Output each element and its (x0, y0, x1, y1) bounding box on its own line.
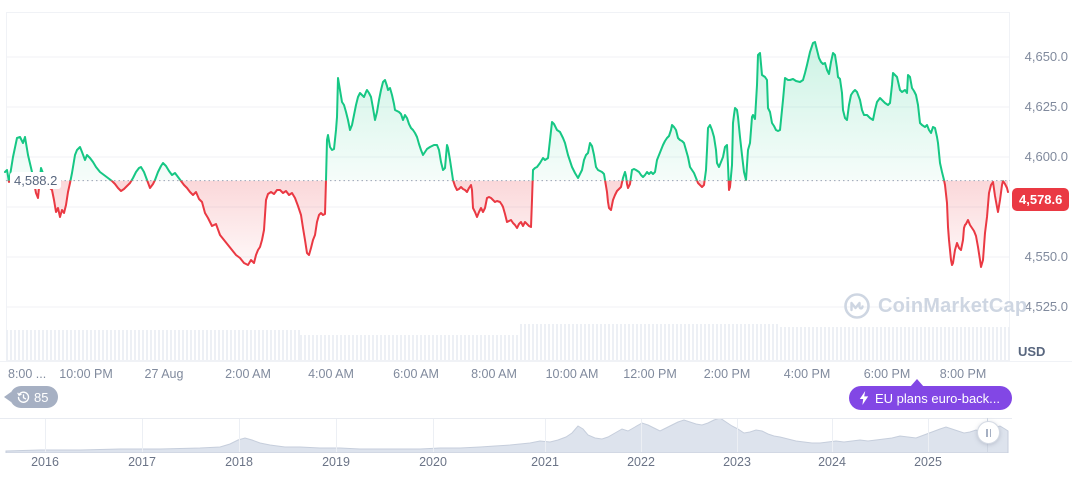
x-axis-label: 8:00 AM (471, 367, 517, 381)
year-label[interactable]: 2017 (128, 455, 156, 469)
currency-unit-label: USD (1018, 344, 1046, 359)
x-axis-label: 10:00 AM (545, 367, 599, 381)
x-axis-label: 4:00 PM (783, 367, 831, 381)
x-axis-label: 6:00 PM (863, 367, 911, 381)
year-label[interactable]: 2019 (322, 455, 350, 469)
year-gridline (641, 419, 642, 452)
coinmarketcap-logo-icon (844, 293, 870, 319)
history-count-badge[interactable]: 85 (3, 386, 59, 408)
year-label[interactable]: 2024 (818, 455, 846, 469)
current-price-badge: 4,578.6 (1012, 188, 1070, 211)
year-gridline (928, 419, 929, 452)
year-label[interactable]: 2020 (419, 455, 447, 469)
y-axis-label: 4,650.0 (1024, 49, 1068, 64)
x-axis-label: 8:00 PM (939, 367, 987, 381)
year-gridline (832, 419, 833, 452)
year-label[interactable]: 2023 (723, 455, 751, 469)
y-axis: 4,650.0 4,625.0 4,600.0 4,550.0 4,525.0 (1012, 0, 1068, 365)
year-gridline (45, 419, 46, 452)
history-count: 85 (34, 389, 49, 405)
volume-bars (300, 335, 520, 360)
x-axis-label: 2:00 PM (703, 367, 751, 381)
minimap-drag-handle[interactable] (977, 421, 1000, 444)
minimap-area-chart (5, 419, 1009, 453)
y-axis-label: 4,525.0 (1024, 299, 1068, 314)
y-axis-label: 4,600.0 (1024, 149, 1068, 164)
year-label[interactable]: 2021 (531, 455, 559, 469)
year-label[interactable]: 2022 (627, 455, 655, 469)
year-gridline (737, 419, 738, 452)
year-gridline (433, 419, 434, 452)
year-label[interactable]: 2025 (914, 455, 942, 469)
lightning-icon (859, 391, 869, 405)
x-axis-label: 12:00 PM (623, 367, 677, 381)
x-axis-label: 8:00 ... (8, 367, 47, 381)
y-axis-label: 4,550.0 (1024, 249, 1068, 264)
volume-bars (780, 327, 1010, 360)
x-axis: 8:00 ... 10:00 PM 27 Aug 2:00 AM 4:00 AM 6:00… (0, 365, 1072, 383)
x-axis-label: 10:00 PM (59, 367, 113, 381)
price-line-chart[interactable] (0, 0, 1010, 365)
news-event-badge[interactable]: EU plans euro-back... (849, 386, 1013, 410)
x-axis-label: 2:00 AM (225, 367, 271, 381)
year-gridline (336, 419, 337, 452)
divider (0, 361, 1072, 362)
timeline-minimap[interactable] (0, 418, 1012, 453)
baseline-price-label: 4,588.2 (10, 172, 62, 189)
news-title: EU plans euro-back... (875, 390, 1001, 406)
x-axis-label: 6:00 AM (393, 367, 439, 381)
chart-plot-area[interactable] (6, 12, 1010, 361)
year-gridline (545, 419, 546, 452)
news-pointer (910, 379, 924, 387)
volume-bars (6, 330, 300, 360)
pause-handle-icon (986, 428, 988, 437)
x-axis-label: 4:00 AM (308, 367, 354, 381)
year-label[interactable]: 2016 (31, 455, 59, 469)
year-gridline (142, 419, 143, 452)
watermark-text: CoinMarketCap (878, 294, 1028, 317)
coinmarketcap-watermark: CoinMarketCap (843, 292, 1027, 320)
year-label[interactable]: 2018 (225, 455, 253, 469)
history-clock-icon (17, 391, 30, 403)
year-gridline (239, 419, 240, 452)
volume-bars (520, 324, 780, 360)
x-axis-label: 27 Aug (144, 367, 184, 381)
y-axis-label: 4,625.0 (1024, 99, 1068, 114)
